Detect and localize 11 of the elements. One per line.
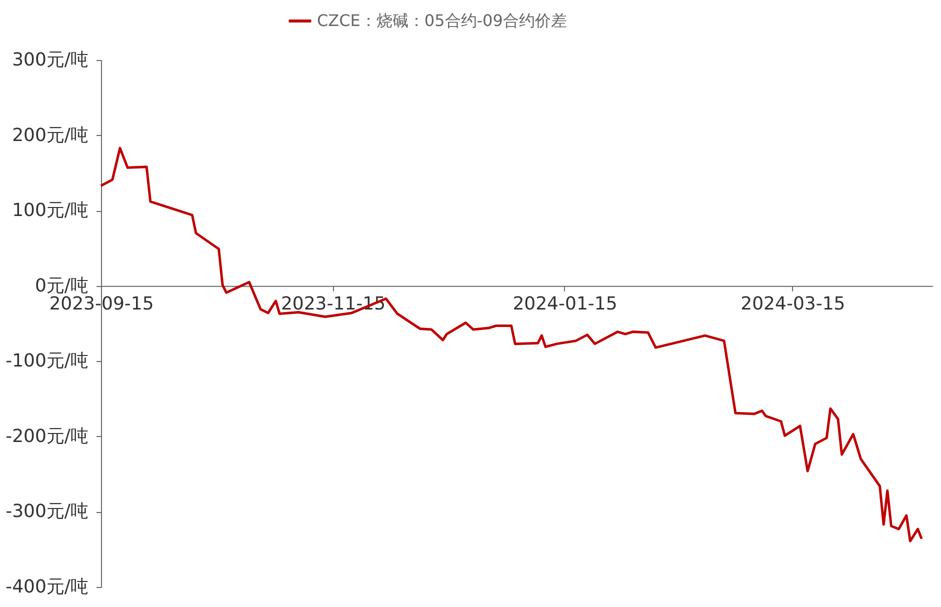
y-tick-label: 0元/吨 bbox=[34, 275, 88, 296]
y-tick-label: -100元/吨 bbox=[6, 350, 88, 372]
y-tick-label: -200元/吨 bbox=[6, 426, 88, 447]
y-tick-label: 100元/吨 bbox=[12, 200, 88, 222]
y-tick-label: 200元/吨 bbox=[12, 124, 88, 146]
legend-label: CZCE：烧碱：05合约-09合约价差 bbox=[317, 11, 567, 30]
y-tick-label: -400元/吨 bbox=[6, 576, 88, 598]
x-tick-label: 2024-03-15 bbox=[740, 293, 846, 314]
y-tick-label: -300元/吨 bbox=[6, 501, 88, 522]
x-tick-label: 2024-01-15 bbox=[512, 293, 618, 314]
y-tick-label: 300元/吨 bbox=[12, 50, 88, 70]
